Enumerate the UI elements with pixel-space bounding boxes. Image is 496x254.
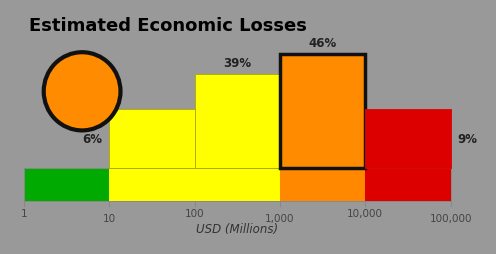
Ellipse shape bbox=[44, 53, 121, 131]
Text: 9%: 9% bbox=[457, 132, 477, 145]
Text: 100: 100 bbox=[185, 208, 204, 218]
Bar bbox=[195, 74, 280, 168]
Bar bbox=[365, 109, 450, 168]
Text: 10: 10 bbox=[103, 214, 116, 224]
Bar bbox=[195, 168, 280, 201]
Text: 100,000: 100,000 bbox=[430, 214, 472, 224]
Text: 1,000: 1,000 bbox=[265, 214, 295, 224]
Text: 6%: 6% bbox=[82, 132, 103, 145]
Text: Estimated Economic Losses: Estimated Economic Losses bbox=[29, 17, 307, 35]
Text: 39%: 39% bbox=[223, 57, 251, 70]
Text: 1: 1 bbox=[21, 208, 27, 218]
Bar bbox=[24, 168, 110, 201]
Text: USD (Millions): USD (Millions) bbox=[196, 222, 278, 235]
Text: 10,000: 10,000 bbox=[347, 208, 383, 218]
Bar bbox=[280, 168, 365, 201]
Bar bbox=[422, 168, 450, 201]
Text: 46%: 46% bbox=[309, 37, 337, 50]
Bar bbox=[365, 168, 422, 201]
Bar bbox=[280, 55, 365, 168]
Bar bbox=[110, 109, 195, 168]
Bar bbox=[110, 168, 195, 201]
Bar bbox=[24, 168, 450, 201]
